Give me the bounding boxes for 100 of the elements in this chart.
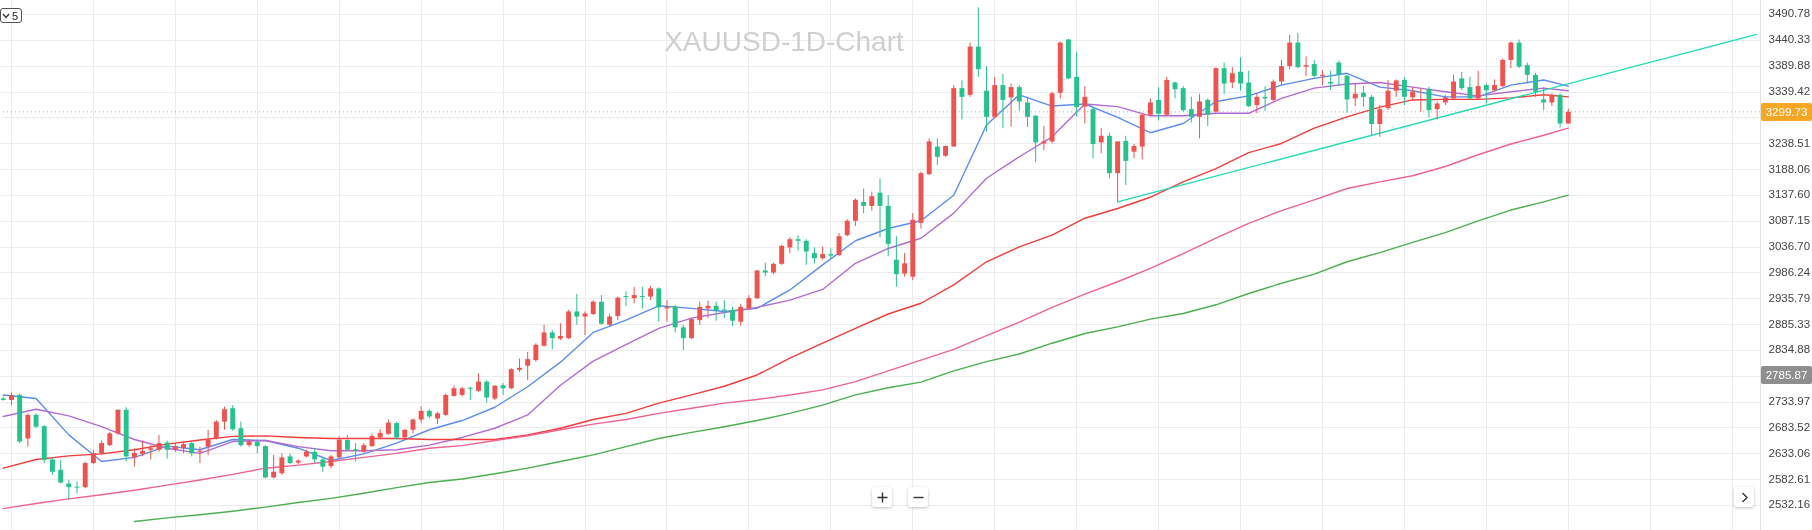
candlestick [787,236,793,254]
candlestick [1156,86,1162,121]
candlestick [680,324,686,351]
candlestick [1008,83,1014,128]
candlestick [1221,62,1227,95]
candlestick [1098,127,1104,154]
candlestick [1320,69,1325,86]
candlestick [1524,62,1530,85]
line-series [133,194,1569,523]
y-tick-label: 2885.33 [1768,317,1811,330]
y-tick-label: 3389.88 [1768,59,1811,72]
candlestick [222,406,227,431]
candlestick [1451,74,1457,100]
candlestick [852,197,858,227]
y-tick-label: 2986.24 [1768,265,1811,278]
candlestick [476,372,481,393]
candlestick [869,191,875,212]
candlestick [484,379,490,404]
candlestick [1025,96,1030,128]
candlestick [1483,83,1489,105]
candlestick [1418,87,1424,113]
candlestick [1254,92,1260,114]
candlestick [1197,93,1203,139]
candlestick [197,446,203,464]
candlestick [1180,85,1186,113]
y-tick-label: 2683.52 [1768,420,1811,433]
candlestick [1205,97,1211,127]
candlestick [1303,55,1309,77]
candlestick [934,137,940,166]
candlestick [156,434,162,453]
candlestick [598,294,604,326]
candlestick [25,412,31,448]
y-tick-label: 3440.33 [1768,33,1811,46]
candlestick [902,252,908,278]
candlestick [1459,71,1465,91]
candlestick [689,317,694,340]
candlestick [1000,73,1006,129]
candlestick [230,404,236,432]
y-tick-label: 3238.51 [1768,136,1811,149]
candlestick [353,442,359,463]
y-tick-label: 3490.78 [1768,7,1811,20]
candlestick [508,367,514,390]
candlestick [1475,70,1481,101]
candlestick [279,452,285,476]
candlestick [1270,78,1276,102]
candlestick [1188,96,1194,123]
candlestick [1229,66,1235,89]
candlestick [861,188,867,214]
candlestick [1123,135,1129,186]
candlestick [1549,92,1555,107]
candlestick [1246,70,1252,108]
candlestick [213,419,219,440]
candlestick [1401,76,1407,106]
y-tick-label: 2633.06 [1768,446,1811,459]
line-series [2,127,1569,510]
candlestick [639,286,645,309]
y-tick-label: 3188.06 [1768,162,1811,175]
candlestick [525,351,531,381]
y-tick-label: 3339.42 [1768,85,1811,98]
candlestick [1541,86,1547,111]
candlestick [1328,70,1334,91]
annotation: 5 [12,9,19,22]
candlestick [1287,34,1293,70]
y-tick-label: 2582.61 [1768,472,1811,485]
candlestick [1016,84,1022,112]
candlestick [1336,59,1342,87]
candlestick [803,238,809,266]
candlestick [1360,85,1366,108]
candlestick [500,382,506,396]
candlestick [893,235,899,288]
y-tick-label: 3087.15 [1768,214,1811,227]
y-tick-label: 2733.97 [1768,395,1811,408]
candlestick [336,435,342,459]
candlestick [672,304,678,333]
candlestick [795,234,801,252]
candlestick [238,421,244,448]
candlestick [467,386,473,401]
candlestick [656,286,662,323]
candlestick [205,429,211,456]
y-tick-label: 2834.88 [1768,343,1811,356]
candlestick [541,324,547,348]
candlestick [1508,41,1514,69]
candlestick [1467,76,1473,101]
y-tick-label: 2935.79 [1768,291,1811,304]
candlestick [779,244,785,266]
candlestick [1082,85,1088,124]
y-tick-label: 3036.70 [1768,240,1811,253]
candlestick [1238,56,1243,92]
candlestick [549,329,555,350]
candlestick [615,296,621,321]
y-tick-label: 3137.60 [1768,188,1811,201]
candlestick [58,459,64,485]
candlestick [959,79,965,120]
candlestick [738,303,744,327]
candlestick [574,293,580,326]
ref-line-label: 3299.73 [1761,102,1812,121]
candlestick [721,299,727,319]
candlestick [443,392,449,417]
text: 2785.87 [1761,366,1812,384]
candlestick [1377,104,1383,138]
